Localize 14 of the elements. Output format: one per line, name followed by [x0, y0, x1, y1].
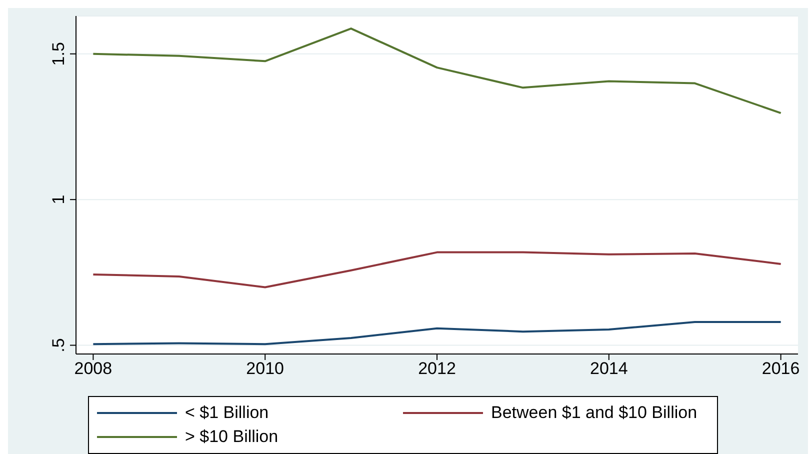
legend-label: < $1 Billion — [185, 403, 269, 423]
legend-label: Between $1 and $10 Billion — [491, 403, 698, 423]
x-tick-label: 2012 — [418, 359, 456, 378]
y-tick-label: .5 — [49, 338, 68, 352]
y-tick-label: 1 — [49, 194, 68, 204]
legend-label: > $10 Billion — [185, 427, 278, 447]
line-series — [92, 251, 782, 288]
y-tick-label: 1.5 — [49, 42, 68, 66]
x-tick-label: 2008 — [74, 359, 112, 378]
x-tick-label: 2010 — [246, 359, 284, 378]
line-series — [92, 28, 782, 114]
x-tick-label: 2016 — [762, 359, 800, 378]
line-series — [92, 320, 782, 346]
x-tick-label: 2014 — [590, 359, 628, 378]
